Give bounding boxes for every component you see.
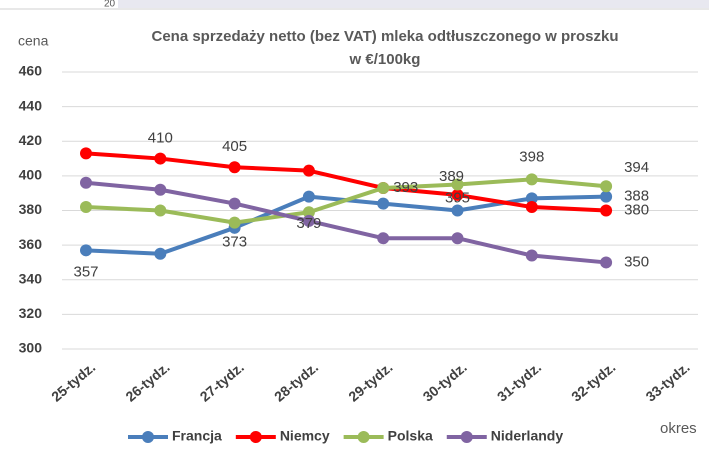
- data-label: 395: [445, 190, 470, 207]
- data-label: 379: [296, 215, 321, 232]
- legend-label: Niemcy: [280, 428, 330, 444]
- data-point: [80, 147, 92, 160]
- data-point: [154, 183, 167, 196]
- data-point: [377, 232, 390, 245]
- data-point: [525, 192, 538, 205]
- y-tick-label: 320: [19, 305, 43, 321]
- data-point: [377, 197, 390, 210]
- y-tick-label: 300: [19, 340, 43, 356]
- data-point: [600, 256, 613, 269]
- legend-label: Polska: [388, 428, 433, 444]
- data-point: [302, 164, 315, 177]
- series-line: [85, 151, 607, 213]
- legend-marker: [460, 431, 473, 443]
- data-label: 380: [624, 201, 649, 218]
- data-label: 389: [439, 168, 464, 185]
- data-point: [600, 204, 613, 217]
- data-point: [80, 176, 92, 189]
- data-point: [80, 201, 92, 214]
- legend-label: Niderlandy: [491, 428, 564, 444]
- data-point: [154, 204, 167, 217]
- data-point: [600, 180, 613, 193]
- data-label: 357: [73, 263, 98, 280]
- y-tick-label: 420: [19, 132, 43, 148]
- data-label: 388: [624, 188, 649, 205]
- data-point: [302, 190, 315, 203]
- data-point: [525, 201, 538, 214]
- chart-title: Cena sprzedaży netto (bez VAT) mleka odt…: [151, 28, 618, 45]
- data-label: 398: [519, 148, 544, 165]
- data-point: [451, 232, 464, 245]
- data-point: [302, 214, 315, 227]
- data-point: [377, 181, 390, 194]
- y-tick-label: 340: [19, 270, 43, 286]
- legend-marker: [357, 431, 370, 443]
- legend-marker: [142, 431, 154, 443]
- data-point: [525, 249, 538, 262]
- data-point: [302, 206, 315, 219]
- data-label: 373: [222, 234, 247, 251]
- data-point: [451, 204, 464, 217]
- data-label: 410: [148, 130, 173, 147]
- data-point: [228, 161, 241, 174]
- y-axis-label: cena: [18, 33, 49, 49]
- data-point: [600, 190, 613, 203]
- legend-marker: [249, 431, 262, 443]
- y-tick-label: 380: [19, 201, 43, 217]
- data-point: [228, 197, 241, 210]
- y-tick-label: 460: [19, 63, 43, 79]
- y-tick-label: 360: [19, 236, 43, 252]
- data-point: [451, 188, 464, 201]
- data-label: 350: [624, 253, 649, 270]
- series-line: [85, 180, 607, 265]
- clipped-tick: 20: [104, 0, 116, 10]
- data-point: [80, 244, 92, 257]
- legend-label: Francja: [172, 428, 222, 444]
- data-point: [154, 152, 167, 165]
- data-point: [154, 247, 167, 260]
- data-label: 405: [222, 138, 247, 155]
- x-axis-label: okres: [660, 420, 697, 437]
- y-tick-label: 400: [19, 167, 43, 183]
- chart-title: w €/100kg: [349, 51, 421, 68]
- y-tick-label: 440: [19, 97, 43, 113]
- clipped-chart-above: [118, 0, 709, 8]
- data-label: 393: [393, 179, 418, 196]
- data-point: [228, 216, 241, 229]
- series-line: [85, 177, 607, 225]
- data-point: [451, 178, 464, 191]
- data-label: 394: [624, 159, 649, 176]
- data-point: [525, 173, 538, 186]
